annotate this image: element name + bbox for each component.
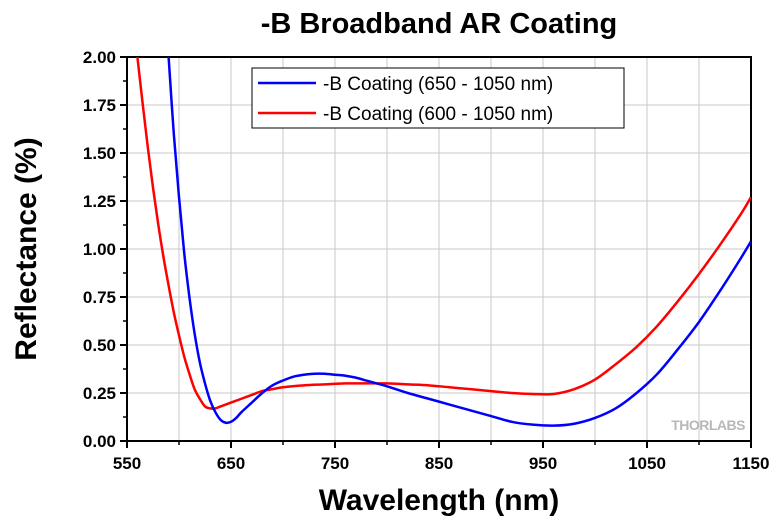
series-line-blue [167,57,751,427]
legend-label-blue: -B Coating (650 - 1050 nm) [323,74,553,95]
x-tick-label: 950 [529,454,557,473]
series-line-red [136,57,751,410]
y-tick-label: 1.25 [83,192,116,211]
y-tick-label: 1.00 [83,240,116,259]
legend-label-red: -B Coating (600 - 1050 nm) [323,104,553,125]
y-tick-label: 1.75 [83,96,116,115]
y-tick-label: 0.50 [83,336,116,355]
y-tick-label: 0.25 [83,384,116,403]
x-axis-tick-labels: 550 650 750 850 950 1050 1150 [113,454,770,473]
y-tick-label: 2.00 [83,48,116,67]
y-tick-label: 1.50 [83,144,116,163]
y-tick-label: 0.00 [83,432,116,451]
legend: -B Coating (650 - 1050 nm) -B Coating (6… [251,67,625,129]
y-axis-title: Reflectance (%) [10,137,43,360]
watermark-logo: THORLABS [671,417,745,433]
axis-ticks [120,56,752,448]
x-tick-label: 650 [217,454,245,473]
series-lines [136,57,751,427]
x-tick-label: 550 [113,454,141,473]
x-tick-label: 1050 [628,454,666,473]
y-tick-label: 0.75 [83,288,116,307]
legend-box [251,67,625,129]
x-tick-label: 750 [321,454,349,473]
x-tick-label: 850 [425,454,453,473]
x-axis-title: Wavelength (nm) [319,484,560,517]
chart-title: -B Broadband AR Coating [261,8,618,40]
x-tick-label: 1150 [733,454,770,473]
y-axis-tick-labels: 0.00 0.25 0.50 0.75 1.00 1.25 1.50 1.75 2.00 [83,48,116,451]
